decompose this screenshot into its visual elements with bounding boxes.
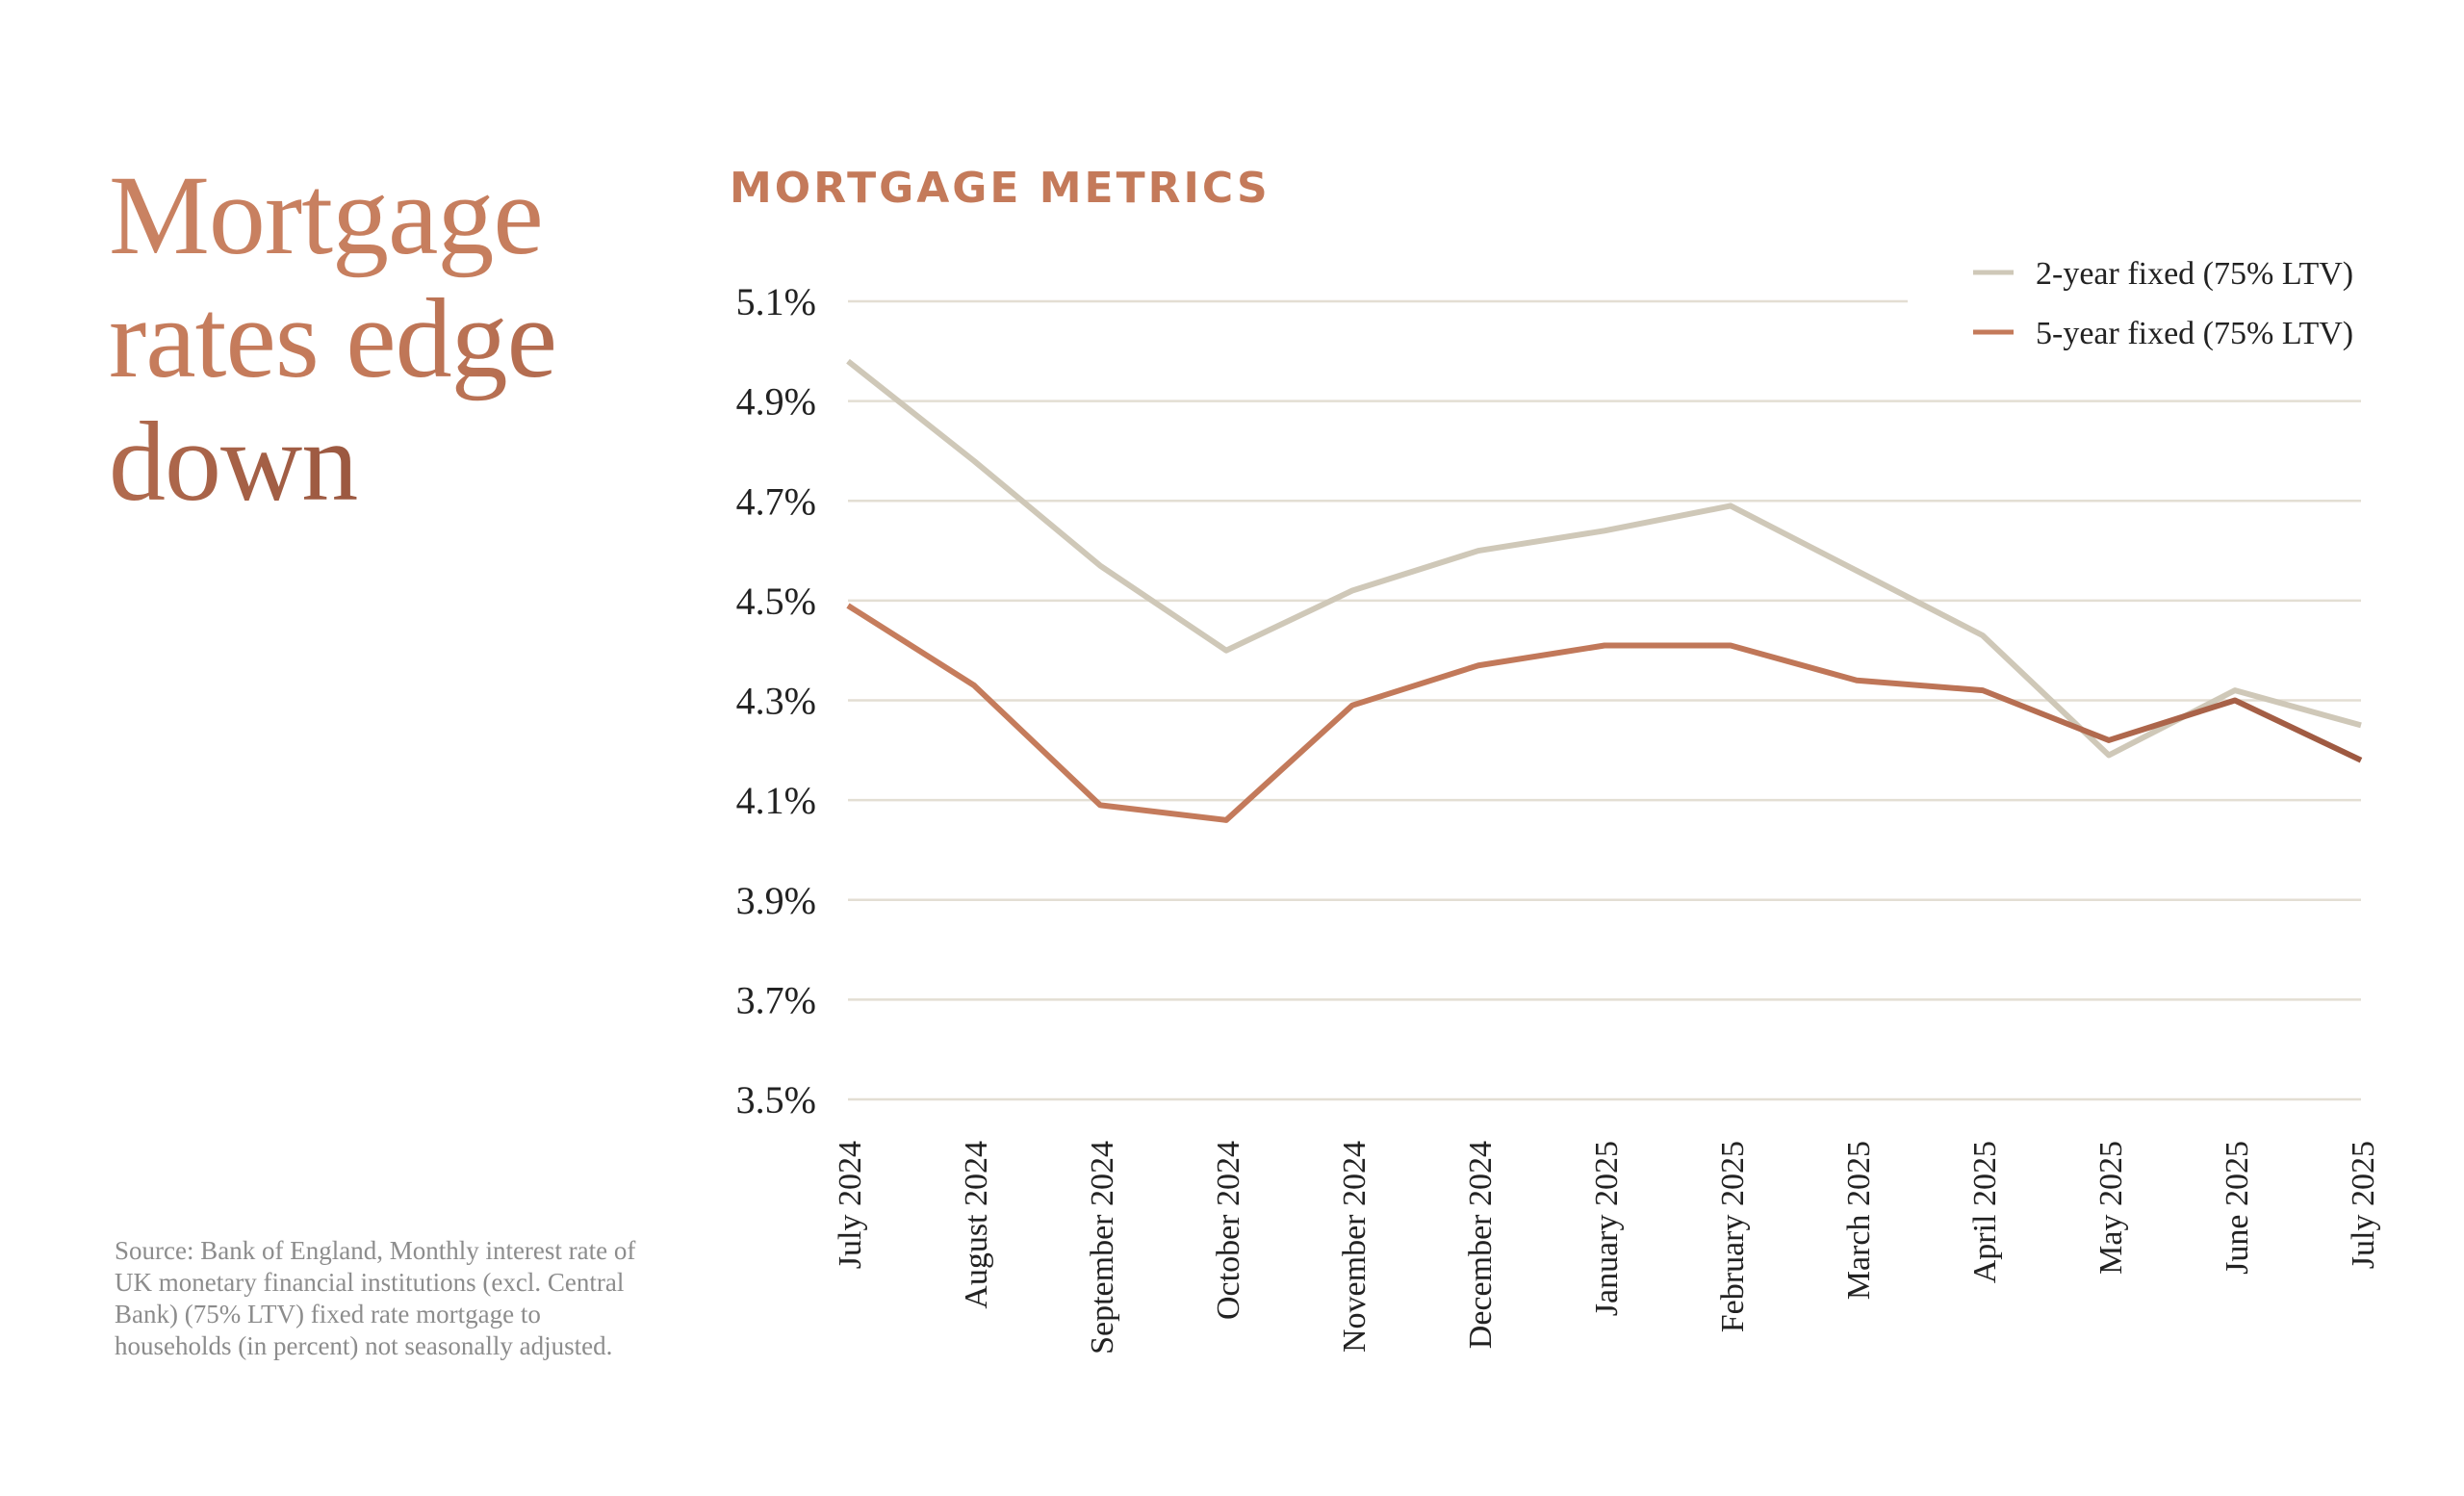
x-tick-label: October 2024 — [1211, 1141, 1246, 1320]
x-tick-label: January 2025 — [1589, 1141, 1625, 1316]
x-tick-label: November 2024 — [1337, 1141, 1373, 1353]
y-tick-label: 3.9% — [736, 879, 816, 922]
x-tick-label: July 2025 — [2346, 1141, 2381, 1269]
x-tick-label: April 2025 — [1967, 1141, 2003, 1283]
y-tick-label: 5.1% — [736, 280, 816, 323]
chart-title: MORTGAGE METRICS — [730, 164, 1270, 213]
y-tick-label: 4.5% — [736, 580, 816, 623]
x-tick-label: July 2024 — [833, 1141, 868, 1269]
legend-label: 2-year fixed (75% LTV) — [2036, 256, 2353, 292]
x-tick-label: August 2024 — [959, 1141, 994, 1309]
series-line-2-year — [846, 358, 2362, 759]
x-tick-label: May 2025 — [2093, 1141, 2129, 1275]
y-tick-label: 3.5% — [736, 1078, 816, 1122]
x-tick-label: December 2024 — [1463, 1141, 1499, 1349]
legend-label: 5-year fixed (75% LTV) — [2036, 316, 2353, 351]
x-tick-label: February 2025 — [1715, 1141, 1751, 1332]
x-tick-label: September 2024 — [1085, 1141, 1120, 1354]
y-tick-label: 3.7% — [736, 978, 816, 1021]
x-tick-label: March 2025 — [1841, 1141, 1877, 1300]
series-line-5-year — [846, 603, 2363, 823]
source-note: Source: Bank of England, Monthly interes… — [115, 1236, 636, 1360]
y-tick-label: 4.3% — [736, 680, 816, 723]
page-title: Mortgage rates edge down — [109, 152, 557, 525]
y-tick-label: 4.9% — [736, 380, 816, 424]
y-tick-label: 4.7% — [736, 479, 816, 523]
x-tick-label: June 2025 — [2220, 1141, 2255, 1275]
y-tick-label: 4.1% — [736, 779, 816, 822]
